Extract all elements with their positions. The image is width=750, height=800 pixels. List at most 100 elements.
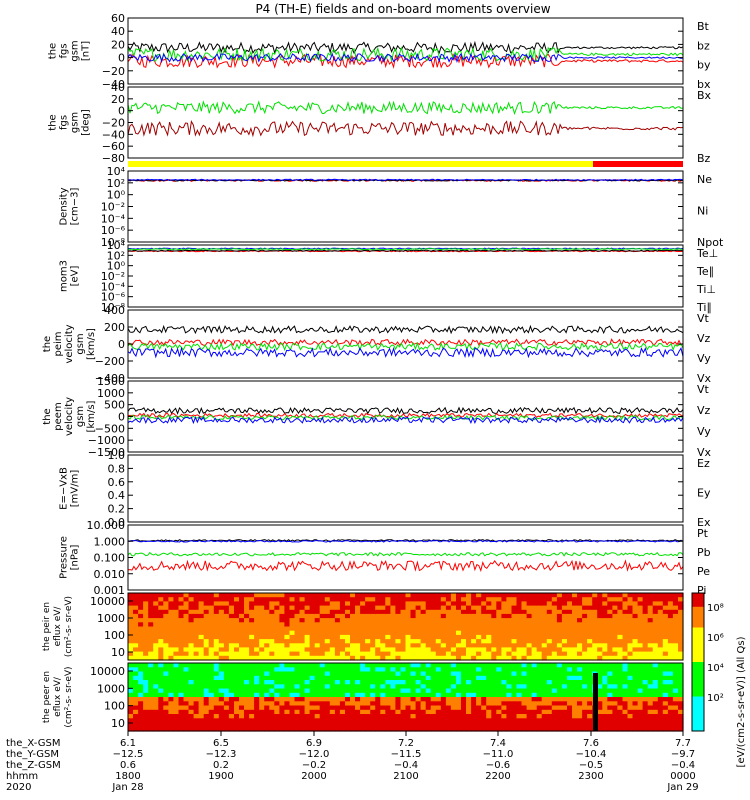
spectrogram-cell <box>360 663 366 668</box>
spectrogram-cell <box>395 709 401 715</box>
spectrogram-cell <box>339 647 346 653</box>
spectrogram-cell <box>138 701 144 707</box>
spectrogram-cell <box>546 643 553 649</box>
spectrogram-cell <box>491 613 497 619</box>
spectrogram-cell <box>193 618 200 623</box>
spectrogram-cell <box>405 675 412 681</box>
spectrogram-cell <box>450 618 457 623</box>
spectrogram-cell <box>506 726 512 732</box>
spectrogram-cell <box>541 671 548 677</box>
spectrogram-cell <box>526 701 533 707</box>
spectrogram-cell <box>395 618 401 623</box>
spectrogram-cell <box>319 618 326 623</box>
spectrogram-cell <box>234 609 240 615</box>
spectrogram-cell <box>264 634 270 640</box>
spectrogram-cell <box>334 643 341 649</box>
spectrogram-cell <box>198 667 205 673</box>
spectrogram-cell <box>299 667 306 673</box>
spectrogram-cell <box>567 675 573 681</box>
spectrogram-cell <box>239 609 245 615</box>
spectrogram-cell <box>546 701 553 707</box>
spectrogram-cell <box>602 718 608 724</box>
spectrogram-cell <box>395 680 401 685</box>
spectrogram-cell <box>138 643 144 649</box>
spectrogram-cell <box>390 601 396 607</box>
spectrogram-cell <box>128 609 134 615</box>
spectrogram-cell <box>435 697 442 702</box>
spectrogram-cell <box>627 609 634 615</box>
spectrogram-cell <box>223 605 230 611</box>
spectrogram-cell <box>345 626 351 632</box>
spectrogram-cell <box>652 714 659 719</box>
spectrogram-cell <box>183 671 190 677</box>
spectrogram-cell <box>334 722 341 728</box>
y-tick-label: 0.8 <box>108 462 126 475</box>
spectrogram-cell <box>430 634 437 640</box>
spectrogram-cell <box>319 626 326 632</box>
spectrogram-cell <box>476 726 482 732</box>
spectrogram-cell <box>178 667 185 673</box>
spectrogram-cell <box>370 726 376 732</box>
spectrogram-cell <box>476 709 482 715</box>
spectrogram-cell <box>577 680 583 685</box>
spectrogram-cell <box>345 684 351 690</box>
spectrogram-cell <box>617 722 623 728</box>
spectrogram-cell <box>264 684 270 690</box>
y-tick-label: 100 <box>104 700 125 713</box>
spectrogram-cell <box>461 688 467 694</box>
spectrogram-cell <box>355 675 361 681</box>
spectrogram-cell <box>632 714 639 719</box>
spectrogram-cell <box>672 671 679 677</box>
spectrogram-cell <box>324 680 331 685</box>
spectrogram-cell <box>279 722 285 728</box>
spectrogram-cell <box>481 593 487 598</box>
spectrogram-cell <box>228 601 235 607</box>
spectrogram-cell <box>173 655 179 661</box>
spectrogram-cell <box>390 697 396 702</box>
spectrogram-cell <box>249 688 255 694</box>
spectrogram-cell <box>622 671 629 677</box>
spectrogram-cell <box>627 675 634 681</box>
spectrogram-cell <box>385 688 391 694</box>
spectrogram-cell <box>450 613 457 619</box>
colorbar-cell <box>692 686 704 691</box>
spectrogram-cell <box>526 609 533 615</box>
spectrogram-cell <box>597 684 603 690</box>
spectrogram-cell <box>133 639 139 644</box>
spectrogram-cell <box>602 697 608 702</box>
spectrogram-cell <box>456 671 462 677</box>
spectrogram-cell <box>203 726 210 732</box>
spectrogram-cell <box>324 705 331 711</box>
spectrogram-cell <box>521 726 528 732</box>
spectrogram-cell <box>223 718 230 724</box>
legend-Vz: Vz <box>697 404 711 417</box>
spectrogram-cell <box>173 605 179 611</box>
spectrogram-cell <box>133 613 139 619</box>
spectrogram-cell <box>450 714 457 719</box>
spectrogram-cell <box>183 613 190 619</box>
spectrogram-cell <box>314 663 321 668</box>
colorbar-cell <box>692 710 704 715</box>
spectrogram-cell <box>556 639 563 644</box>
spectrogram-cell <box>203 655 210 661</box>
spectrogram-cell <box>365 671 371 677</box>
spectrogram-cell <box>471 714 477 719</box>
spectrogram-cell <box>526 597 533 602</box>
spectrogram-cell <box>334 634 341 640</box>
spectrogram-cell <box>350 680 356 685</box>
spectrogram-cell <box>476 605 482 611</box>
spectrogram-cell <box>471 675 477 681</box>
spectrogram-cell <box>466 688 472 694</box>
spectrogram-cell <box>289 593 296 598</box>
spectrogram-cell <box>607 697 613 702</box>
spectrogram-cell <box>647 697 654 702</box>
spectrogram-cell <box>678 684 684 690</box>
spectrogram-cell <box>314 709 321 715</box>
spectrogram-cell <box>531 618 538 623</box>
spectrogram-cell <box>239 688 245 694</box>
spectrogram-cell <box>309 709 316 715</box>
spectrogram-cell <box>501 663 507 668</box>
spectrogram-cell <box>355 626 361 632</box>
spectrogram-cell <box>269 593 275 598</box>
